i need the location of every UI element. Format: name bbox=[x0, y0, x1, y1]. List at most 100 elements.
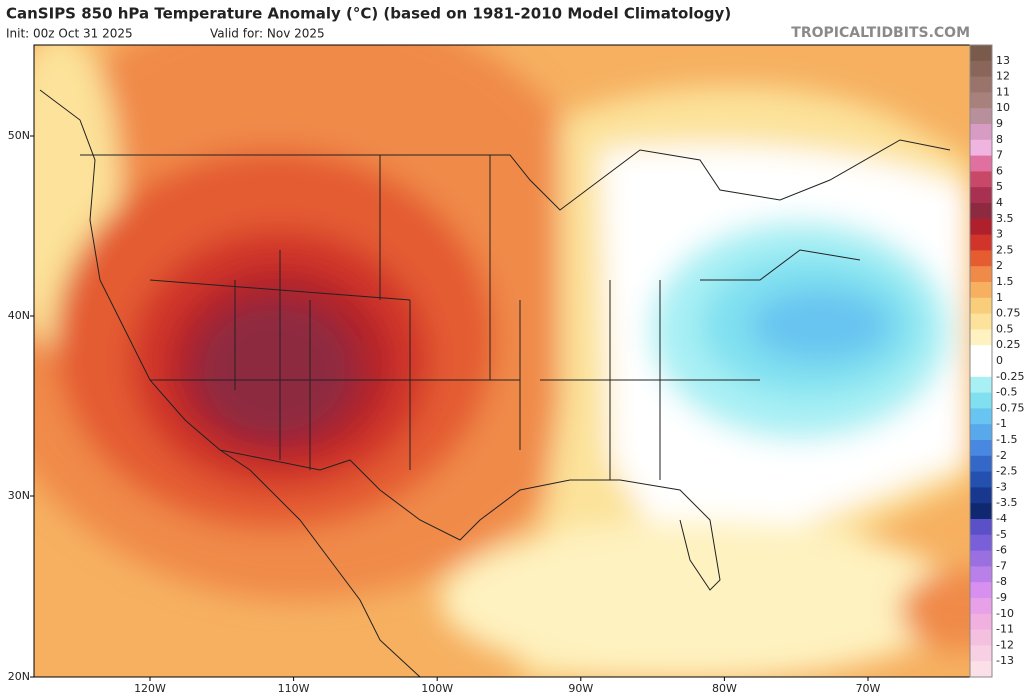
colorbar-label: -0.5 bbox=[996, 386, 1017, 399]
border-south bbox=[219, 449, 721, 591]
colorbar-swatch bbox=[970, 455, 992, 473]
colorbar-swatch bbox=[970, 471, 992, 488]
longitude-label: 70W bbox=[856, 682, 881, 695]
colorbar-label: 13 bbox=[996, 54, 1010, 67]
colorbar-label: -1.5 bbox=[996, 433, 1017, 446]
state-borders bbox=[149, 155, 861, 480]
colorbar-label: -12 bbox=[996, 638, 1014, 651]
colorbar-label: -11 bbox=[996, 623, 1014, 636]
colorbar-label: -5 bbox=[996, 528, 1007, 541]
colorbar-label: -0.75 bbox=[996, 401, 1024, 414]
longitude-label: 110W bbox=[278, 682, 310, 695]
colorbar-swatch bbox=[970, 155, 992, 172]
latitude-label: 20N bbox=[8, 670, 30, 683]
colorbar-swatch bbox=[970, 408, 992, 425]
colorbar-label: 10 bbox=[996, 101, 1010, 114]
colorbar-swatch bbox=[970, 124, 992, 141]
colorbar-swatch bbox=[970, 629, 992, 646]
latitude-label: 30N bbox=[8, 489, 30, 502]
colorbar-swatch bbox=[970, 361, 992, 378]
init-time: Init: 00z Oct 31 2025 bbox=[6, 27, 133, 41]
colorbar-label: 1 bbox=[996, 291, 1003, 304]
valid-time: Valid for: Nov 2025 bbox=[210, 27, 325, 41]
colorbar-swatch bbox=[970, 534, 992, 552]
colorbar-swatch bbox=[970, 250, 992, 267]
colorbar-swatch bbox=[970, 45, 992, 62]
source-watermark: TROPICALTIDBITS.COM bbox=[791, 25, 970, 41]
longitude-label: 80W bbox=[712, 682, 737, 695]
colorbar-label: -0.25 bbox=[996, 370, 1024, 383]
colorbar-swatch bbox=[970, 345, 992, 362]
colorbar-swatch bbox=[970, 329, 992, 346]
colorbar-label: -6 bbox=[996, 544, 1007, 557]
colorbar-swatch bbox=[970, 108, 992, 125]
colorbar-label: -3 bbox=[996, 480, 1007, 493]
colorbar-swatch bbox=[970, 645, 992, 662]
colorbar-swatch bbox=[970, 297, 992, 315]
colorbar-swatch bbox=[970, 598, 992, 615]
coastline bbox=[39, 89, 421, 677]
colorbar-swatch bbox=[970, 424, 992, 441]
colorbar-label: 11 bbox=[996, 85, 1010, 98]
longitude-label: 100W bbox=[421, 682, 453, 695]
colorbar: 13 12 11 10 9 8 7 6 5 4 3.5 3 2.5 2 1.5 1 0.75 0.5 0.25 0 -0… bbox=[969, 44, 1024, 678]
colorbar-swatch bbox=[970, 440, 992, 457]
colorbar-label: -9 bbox=[996, 591, 1007, 604]
colorbar-label: -2 bbox=[996, 449, 1007, 462]
colorbar-swatch bbox=[970, 203, 992, 220]
latitude-label: 50N bbox=[8, 129, 30, 142]
colorbar-swatch bbox=[970, 582, 992, 599]
colorbar-frame bbox=[969, 44, 993, 678]
colorbar-swatch bbox=[970, 519, 992, 536]
colorbar-swatch bbox=[970, 550, 992, 567]
colorbar-label: 0.75 bbox=[996, 307, 1021, 320]
border-north bbox=[80, 139, 951, 211]
colorbar-swatch bbox=[970, 661, 992, 678]
colorbar-label: 1.5 bbox=[996, 275, 1014, 288]
colorbar-swatch bbox=[970, 392, 992, 409]
colorbar-label: 7 bbox=[996, 149, 1003, 162]
colorbar-label: -7 bbox=[996, 559, 1007, 572]
colorbar-label: 3 bbox=[996, 228, 1003, 241]
colorbar-label: -2.5 bbox=[996, 465, 1017, 478]
colorbar-label: 12 bbox=[996, 70, 1010, 83]
colorbar-swatch bbox=[970, 613, 992, 631]
longitude-label: 90W bbox=[568, 682, 593, 695]
colorbar-label: -13 bbox=[996, 654, 1014, 667]
colorbar-swatch bbox=[970, 313, 992, 330]
colorbar-swatch bbox=[970, 139, 992, 157]
colorbar-swatch bbox=[970, 503, 992, 520]
colorbar-swatch bbox=[970, 92, 992, 109]
colorbar-label: 8 bbox=[996, 133, 1003, 146]
colorbar-label: 2.5 bbox=[996, 243, 1014, 256]
colorbar-label: 2 bbox=[996, 259, 1003, 272]
colorbar-swatch bbox=[970, 234, 992, 251]
colorbar-label: -1 bbox=[996, 417, 1007, 430]
colorbar-label: 0.5 bbox=[996, 322, 1014, 335]
colorbar-swatch bbox=[970, 266, 992, 283]
colorbar-label: -3.5 bbox=[996, 496, 1017, 509]
colorbar-swatch bbox=[970, 218, 992, 236]
latitude-label: 40N bbox=[8, 309, 30, 322]
colorbar-label: -4 bbox=[996, 512, 1007, 525]
colorbar-label: 0 bbox=[996, 354, 1003, 367]
colorbar-swatch bbox=[970, 171, 992, 188]
colorbar-swatch bbox=[970, 76, 992, 93]
colorbar-swatch bbox=[970, 187, 992, 204]
colorbar-label: 4 bbox=[996, 196, 1003, 209]
colorbar-swatch bbox=[970, 566, 992, 583]
colorbar-label: 5 bbox=[996, 180, 1003, 193]
title: CanSIPS 850 hPa Temperature Anomaly (°C)… bbox=[6, 5, 731, 23]
colorbar-label: 9 bbox=[996, 117, 1003, 130]
colorbar-label: 0.25 bbox=[996, 338, 1021, 351]
axis-labels: 50N 40N 30N 20N 120W 110W 100W 90W 80W 70W bbox=[8, 129, 881, 695]
colorbar-label: -10 bbox=[996, 607, 1014, 620]
longitude-label: 120W bbox=[134, 682, 166, 695]
colorbar-swatch bbox=[970, 60, 992, 78]
colorbar-swatch bbox=[970, 376, 992, 394]
colorbar-label: 3.5 bbox=[996, 212, 1014, 225]
colorbar-label: -8 bbox=[996, 575, 1007, 588]
anomaly-field bbox=[34, 45, 970, 677]
